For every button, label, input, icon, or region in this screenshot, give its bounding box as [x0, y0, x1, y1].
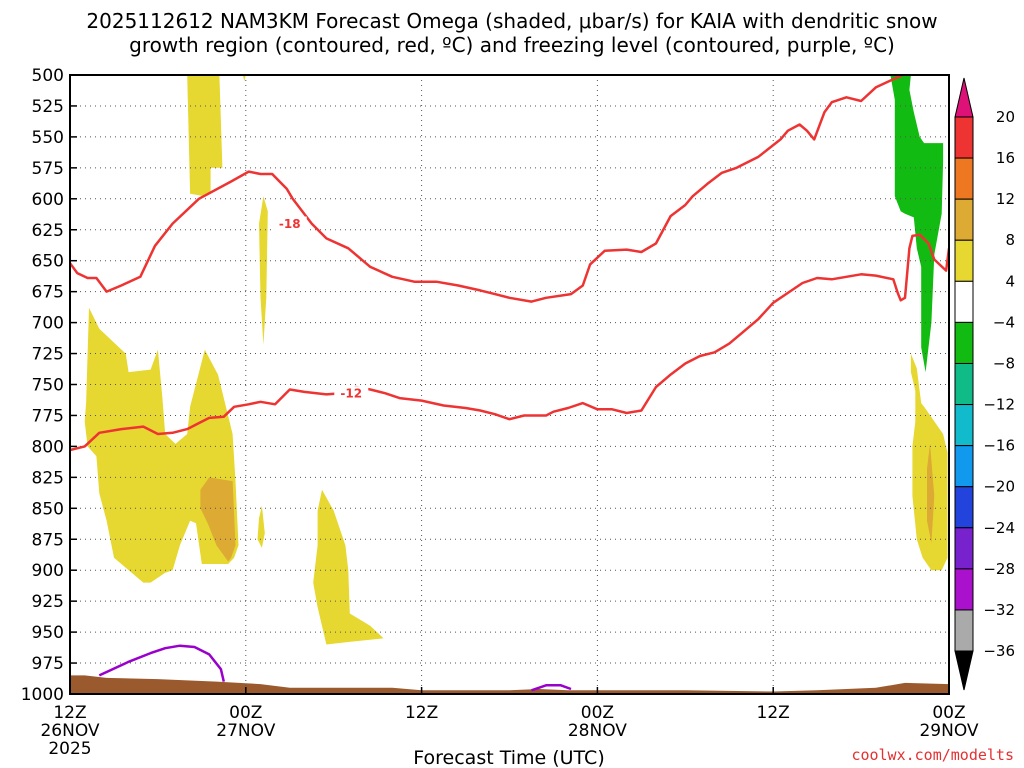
omega-region-5	[257, 505, 265, 548]
x-tick-label-1-1: 27NOV	[216, 721, 275, 741]
colorbar-bin-12	[954, 568, 974, 611]
colorbar-tick-label-12: −32	[983, 601, 1015, 619]
terrain-surface	[70, 675, 949, 694]
y-tick-label-925: 925	[32, 592, 64, 612]
colorbar-bin-5	[954, 280, 974, 323]
plot-area: -18 -12 500 525 550 575 600 625 650 675 700 725 750 7…	[21, 66, 979, 759]
y-tick-label-625: 625	[32, 221, 64, 241]
y-tick-label-750: 750	[32, 376, 64, 396]
dgz-contour-label-bg-1	[334, 386, 369, 401]
colorbar-tick-label-13: −36	[983, 642, 1015, 660]
freezing-level-contour-0	[98, 644, 226, 682]
omega-region-9	[890, 75, 944, 373]
omega-region-3	[84, 307, 239, 583]
x-tick-label-0-1: 26NOV	[40, 721, 99, 741]
y-tick-label-850: 850	[32, 499, 64, 519]
omega-region-4	[200, 477, 236, 562]
colorbar-bin-4	[954, 239, 974, 282]
colorbar-bin-6	[954, 321, 974, 364]
colorbar-bin-1	[954, 116, 974, 159]
x-tick-label-4-0: 12Z	[757, 703, 790, 723]
y-tick-label-650: 650	[32, 252, 64, 272]
colorbar-tick-label-0: 20	[996, 108, 1015, 126]
plot-content: -18 -12	[70, 75, 949, 694]
y-tick-label-800: 800	[32, 437, 64, 457]
colorbar-bin-13	[954, 609, 974, 652]
x-tick-label-1-0: 00Z	[229, 703, 262, 723]
colorbar-tick-label-5: −4	[993, 313, 1015, 331]
x-axis-label: Forecast Time (UTC)	[413, 747, 604, 768]
colorbar-bottom-triangle	[954, 650, 974, 691]
colorbar-tick-label-1: 16	[996, 149, 1015, 167]
dgz-contour-0	[70, 75, 906, 303]
y-tick-label-900: 900	[32, 561, 64, 581]
x-tick-label-0-2: 2025	[48, 739, 91, 759]
y-tick-label-875: 875	[32, 530, 64, 550]
credit-text: coolwx.com/modelts	[851, 746, 1014, 764]
x-tick-label-2-0: 12Z	[405, 703, 438, 723]
y-tick-label-825: 825	[32, 468, 64, 488]
colorbar-top-triangle	[954, 77, 974, 118]
colorbar-tick-label-8: −16	[983, 437, 1015, 455]
colorbar-tick-label-7: −12	[983, 396, 1015, 414]
colorbar-tick-label-11: −28	[983, 560, 1015, 578]
colorbar-bin-8	[954, 404, 974, 447]
y-tick-label-550: 550	[32, 128, 64, 148]
freezing-level-contour-1	[531, 684, 572, 692]
colorbar-bin-7	[954, 362, 974, 406]
omega-region-2	[259, 196, 268, 345]
x-tick-label-5-0: 00Z	[932, 703, 965, 723]
x-tick-label-3-1: 28NOV	[568, 721, 627, 741]
y-tick-label-525: 525	[32, 97, 64, 117]
dgz-contour-1	[70, 233, 949, 452]
omega-region-6	[313, 489, 384, 645]
chart-title: 2025112612 NAM3KM Forecast Omega (shaded…	[86, 9, 937, 57]
omega-region-1	[242, 75, 246, 82]
y-tick-label-675: 675	[32, 283, 64, 303]
colorbar-tick-label-2: 12	[996, 190, 1015, 208]
omega-region-0	[187, 75, 223, 197]
dgz-contour-label-bg-0	[272, 216, 307, 231]
y-tick-label-725: 725	[32, 345, 64, 365]
y-tick-label-575: 575	[32, 159, 64, 179]
y-tick-label-1000: 1000	[21, 685, 64, 705]
colorbar-tick-label-9: −20	[983, 478, 1015, 496]
y-tick-label-950: 950	[32, 623, 64, 643]
colorbar-tick-label-3: 8	[1005, 231, 1015, 249]
dgz-contour-label-0: -18	[279, 217, 301, 231]
colorbar-tick-label-4: 4	[1005, 272, 1015, 290]
colorbar-tick-label-6: −8	[993, 354, 1015, 372]
colorbar: 20 16 12 8 4 −4 −8 −12 −16 −20 −24 −28 −32 −36	[954, 77, 1015, 691]
colorbar-bin-10	[954, 486, 974, 529]
y-tick-label-600: 600	[32, 190, 64, 210]
colorbar-bin-9	[954, 445, 974, 488]
y-tick-label-975: 975	[32, 654, 64, 674]
title-line-2: growth region (contoured, red, ºC) and f…	[129, 33, 895, 57]
x-tick-label-5-1: 29NOV	[919, 721, 978, 741]
colorbar-bin-2	[954, 157, 974, 200]
x-tick-label-3-0: 00Z	[581, 703, 614, 723]
colorbar-tick-label-10: −24	[983, 519, 1015, 537]
y-tick-label-500: 500	[32, 66, 64, 86]
dgz-contour-label-1: -12	[340, 387, 362, 401]
y-tick-label-775: 775	[32, 406, 64, 426]
omega-region-8	[927, 443, 935, 543]
title-line-1: 2025112612 NAM3KM Forecast Omega (shaded…	[86, 9, 937, 33]
colorbar-bin-11	[954, 527, 974, 570]
x-tick-label-0-0: 12Z	[53, 703, 86, 723]
colorbar-bin-3	[954, 198, 974, 241]
y-tick-label-700: 700	[32, 314, 64, 334]
